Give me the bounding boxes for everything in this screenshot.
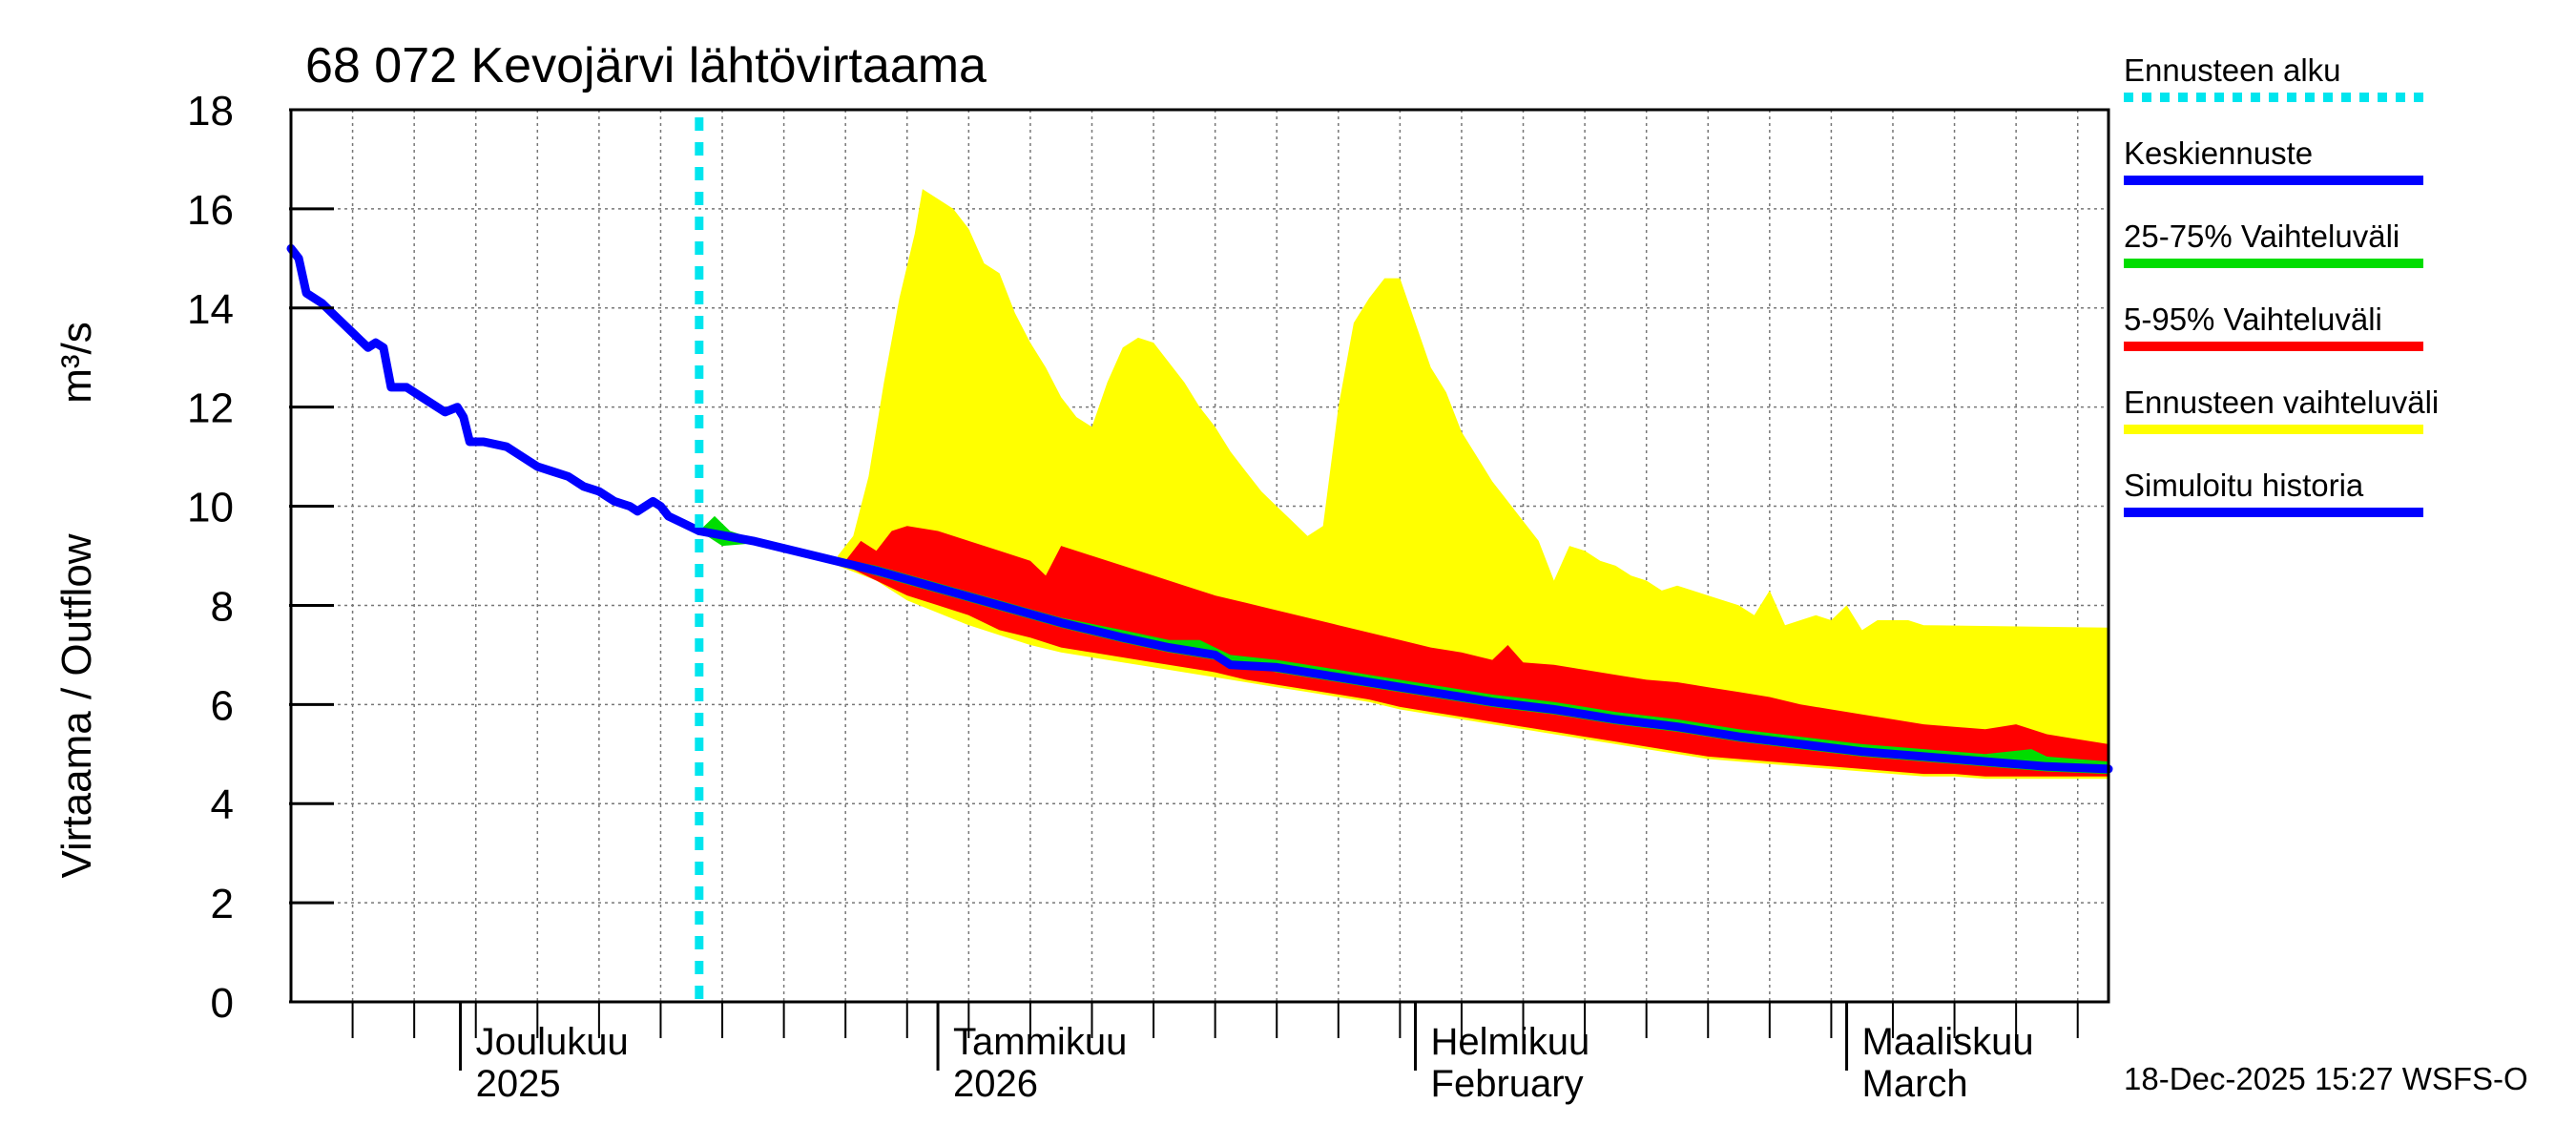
footer-timestamp: 18-Dec-2025 15:27 WSFS-O (2124, 1061, 2528, 1096)
series-line-simuloitu-historia (286, 243, 704, 535)
x-month-sublabel: February (1431, 1063, 1584, 1105)
x-month-sublabel: 2025 (476, 1063, 561, 1105)
x-month-sublabel: 2026 (953, 1063, 1038, 1105)
band-5-95-vaihteluv-li (845, 526, 2109, 777)
flow-lines (286, 243, 2113, 774)
y-tick-label: 14 (187, 286, 234, 333)
legend-label-5-95-vaihteluv-li: 5-95% Vaihteluväli (2124, 302, 2382, 337)
y-tick-label: 4 (211, 781, 234, 828)
axis-ticks (289, 108, 2079, 1071)
y-tick-label: 8 (211, 583, 234, 630)
x-month-label: Joulukuu (476, 1021, 629, 1063)
y-tick-label: 10 (187, 485, 234, 531)
y-tick-label: 0 (211, 980, 234, 1027)
x-month-label: Tammikuu (953, 1021, 1127, 1063)
legend: Ennusteen alku Keskiennuste 25-75% Vaihtel… (2124, 52, 2439, 517)
x-month-label: Maaliskuu (1862, 1021, 2034, 1063)
chart-title: 68 072 Kevojärvi lähtövirtaama (305, 38, 987, 94)
legend-label-simuloitu-historia: Simuloitu historia (2124, 468, 2364, 503)
y-tick-label: 16 (187, 187, 234, 234)
plot-frame (289, 108, 2110, 1004)
legend-label-keskiennuste: Keskiennuste (2124, 135, 2313, 171)
grid (291, 109, 2109, 1003)
y-axis-unit: m³/s (53, 322, 100, 404)
y-axis-label: Virtaama / Outflow (53, 533, 100, 878)
y-tick-label: 2 (211, 881, 234, 927)
legend-label-ennusteen-vaihteluv-li: Ennusteen vaihteluväli (2124, 385, 2439, 420)
y-tick-label: 6 (211, 682, 234, 729)
forecast-bands (698, 189, 2109, 780)
y-tick-label: 18 (187, 88, 234, 135)
x-month-label: Helmikuu (1431, 1021, 1590, 1063)
legend-label-25-75-vaihteluv-li: 25-75% Vaihteluväli (2124, 219, 2399, 254)
y-tick-labels: 0 2 4 6 8 10 12 14 16 18 (187, 88, 234, 1027)
y-tick-label: 12 (187, 385, 234, 432)
legend-label-ennusteen-alku: Ennusteen alku (2124, 52, 2341, 88)
series-line-keskiennuste (695, 527, 2113, 774)
x-month-sublabel: March (1862, 1063, 1968, 1105)
